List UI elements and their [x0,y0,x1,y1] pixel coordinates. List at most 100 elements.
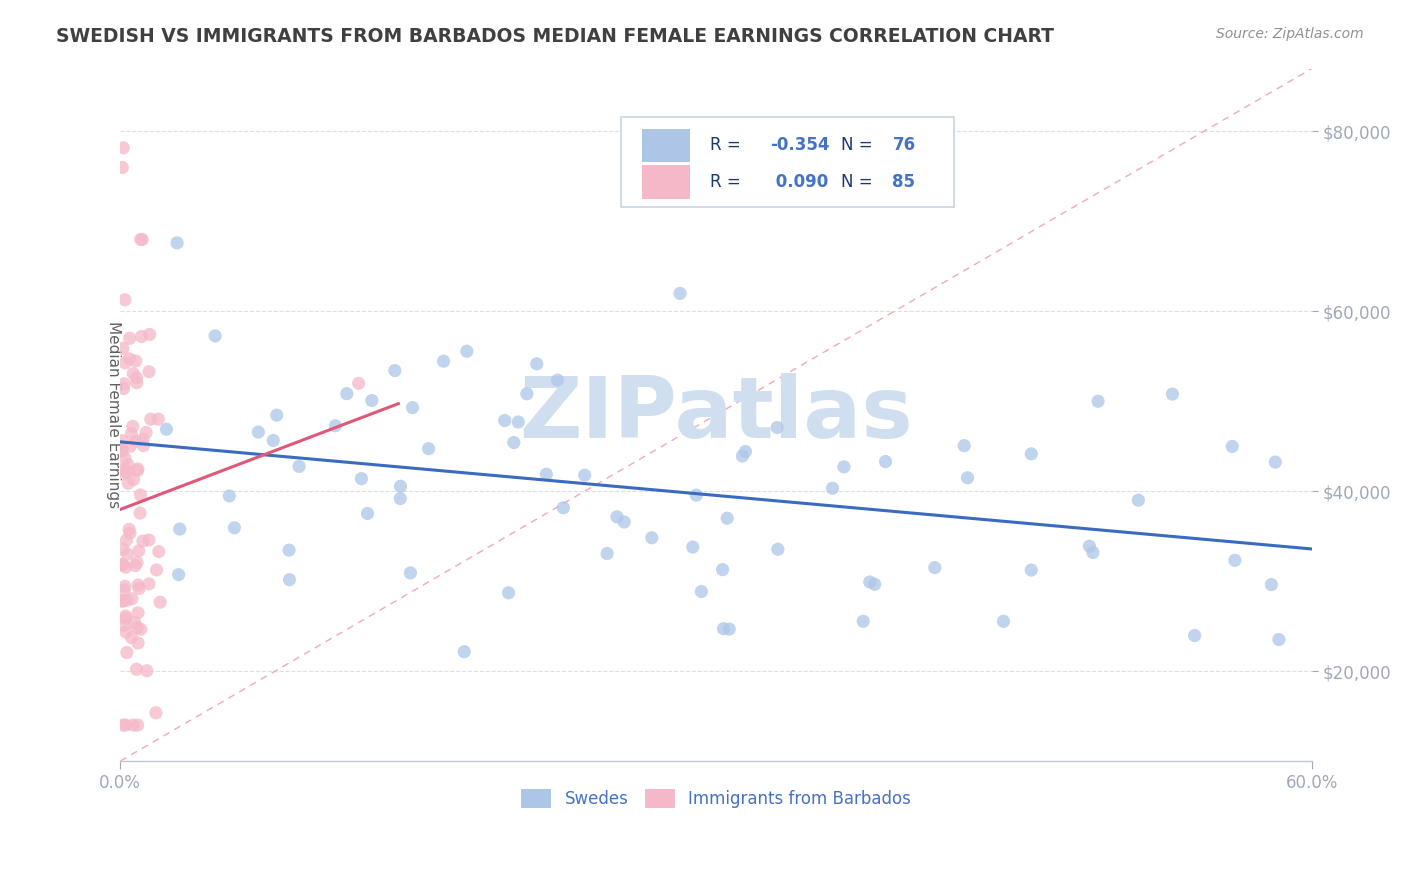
Point [114,560,136,574]
Text: N =: N = [841,173,879,191]
Point [125,662,148,676]
Point [132,439,155,453]
Point [112,382,135,396]
Point [122,473,145,487]
Point [682,540,704,554]
Point [1268,632,1291,647]
Point [145,563,167,577]
Point [167,567,190,582]
Point [546,373,568,387]
Point [613,515,636,529]
Point [117,458,139,472]
Point [131,329,153,343]
Point [125,434,148,448]
Point [1128,493,1150,508]
Point [218,489,240,503]
Point [347,376,370,391]
Point [247,425,270,439]
Point [224,521,246,535]
Y-axis label: Median Female Earnings: Median Female Earnings [107,321,121,508]
Point [924,560,946,574]
Point [125,376,148,390]
Point [112,618,135,632]
Point [114,579,136,593]
Point [111,444,134,458]
Point [266,408,288,422]
Point [125,354,148,368]
Point [127,636,149,650]
Point [350,472,373,486]
Point [124,558,146,573]
Point [278,573,301,587]
Point [204,329,226,343]
Point [128,544,150,558]
Point [401,401,423,415]
Point [111,558,134,572]
Text: ZIPatlas: ZIPatlas [519,373,912,457]
Point [112,376,135,391]
Point [325,418,347,433]
Point [118,522,141,536]
Point [138,327,160,342]
Point [118,331,141,345]
Point [574,468,596,483]
Point [115,533,138,548]
Point [114,609,136,624]
Point [111,161,134,175]
Point [1223,553,1246,567]
Point [1260,577,1282,591]
Point [685,488,707,502]
Point [132,433,155,447]
Point [508,415,530,429]
Point [766,542,789,557]
Point [690,584,713,599]
Point [1078,539,1101,553]
Text: R =: R = [710,136,747,154]
Point [121,419,143,434]
Point [526,357,548,371]
Point [716,511,738,525]
Point [863,577,886,591]
Point [118,351,141,366]
Point [127,606,149,620]
Point [1081,545,1104,559]
Point [118,526,141,541]
Point [125,555,148,569]
Point [734,444,756,458]
Point [115,624,138,639]
Point [111,442,134,457]
Point [418,442,440,456]
Point [124,615,146,630]
Text: 85: 85 [893,173,915,191]
Point [453,645,475,659]
Point [115,593,138,607]
Point [125,371,148,385]
Point [288,459,311,474]
Point [131,233,153,247]
FancyBboxPatch shape [643,128,690,162]
Point [145,706,167,720]
Point [138,533,160,547]
Point [128,582,150,596]
Point [129,232,152,246]
Point [111,342,134,356]
Point [516,386,538,401]
Text: -0.354: -0.354 [769,136,830,154]
Point [502,435,524,450]
FancyBboxPatch shape [643,166,690,199]
Point [433,354,456,368]
Legend: Swedes, Immigrants from Barbados: Swedes, Immigrants from Barbados [515,782,918,815]
Point [117,476,139,491]
Point [114,611,136,625]
Point [1161,387,1184,401]
Point [112,141,135,155]
Point [135,664,157,678]
Point [456,344,478,359]
Text: SWEDISH VS IMMIGRANTS FROM BARBADOS MEDIAN FEMALE EARNINGS CORRELATION CHART: SWEDISH VS IMMIGRANTS FROM BARBADOS MEDI… [56,27,1054,45]
Point [852,615,875,629]
Point [112,462,135,476]
Point [993,615,1015,629]
Text: R =: R = [710,173,747,191]
Point [111,594,134,608]
Point [832,459,855,474]
